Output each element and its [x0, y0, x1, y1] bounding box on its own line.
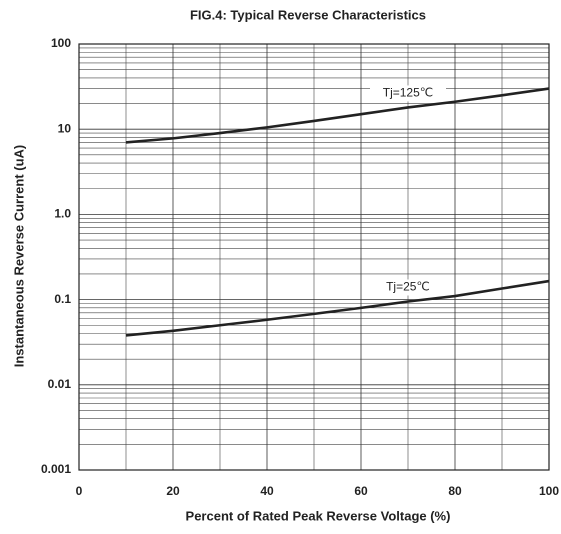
x-tick-label: 60 — [354, 484, 368, 498]
series-label-bg — [370, 85, 446, 102]
y-tick-label: 0.1 — [54, 292, 71, 306]
x-axis-label: Percent of Rated Peak Reverse Voltage (%… — [186, 508, 451, 523]
series-label: Tj=125℃ — [383, 86, 434, 100]
series-line — [125, 279, 550, 337]
y-tick-label: 100 — [51, 36, 71, 50]
plot-border — [78, 43, 550, 471]
series-label: Tj=25℃ — [386, 280, 430, 294]
y-tick-label: 0.01 — [48, 377, 72, 391]
x-tick-label: 100 — [539, 484, 559, 498]
x-tick-label: 80 — [448, 484, 462, 498]
x-tick-label: 20 — [166, 484, 180, 498]
x-tick-label: 0 — [76, 484, 83, 498]
chart-title: FIG.4: Typical Reverse Characteristics — [190, 7, 426, 22]
y-axis-label: Instantaneous Reverse Current (uA) — [11, 145, 26, 368]
y-tick-label: 0.001 — [41, 462, 71, 476]
y-tick-label: 1.0 — [54, 207, 71, 221]
y-tick-label: 10 — [58, 121, 72, 135]
series-line — [125, 87, 550, 144]
series-label-bg — [370, 279, 446, 296]
x-tick-label: 40 — [260, 484, 274, 498]
